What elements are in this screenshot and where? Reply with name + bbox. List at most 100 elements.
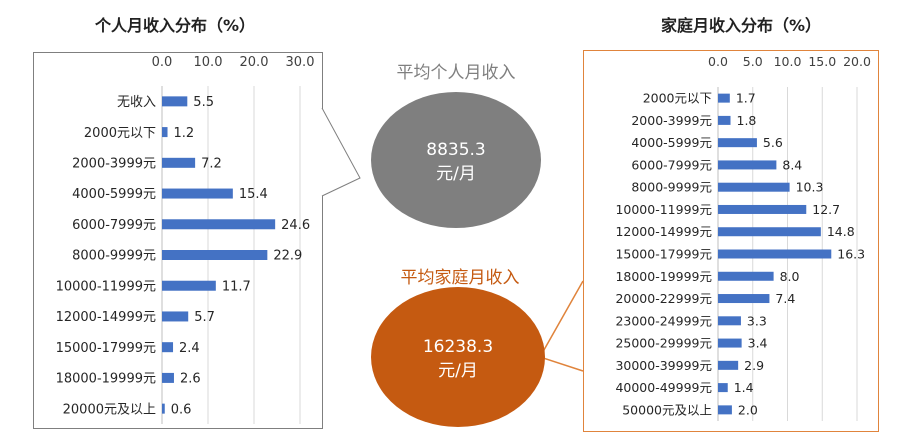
family-average-value: 16238.3: [422, 337, 494, 357]
personal-bar: [162, 280, 216, 291]
personal-value-label: 22.9: [273, 249, 302, 264]
personal-tick-label: 0.0: [152, 55, 173, 70]
personal-category-label: 2000元以下: [84, 126, 156, 141]
personal-bar: [162, 403, 165, 414]
family-value-label: 8.4: [782, 157, 802, 172]
family-category-label: 15000-17999元: [615, 247, 712, 262]
personal-category-label: 15000-17999元: [56, 341, 156, 356]
personal-income-chart-panel: [33, 52, 323, 429]
family-category-label: 20000-22999元: [615, 291, 712, 306]
family-category-label: 50000元及以上: [622, 402, 712, 417]
family-value-label: 7.4: [775, 291, 795, 306]
personal-tick-label: 10.0: [194, 55, 223, 70]
personal-bar: [162, 372, 174, 383]
family-category-label: 4000-5999元: [631, 135, 712, 150]
family-bar: [718, 182, 790, 192]
family-category-label: 8000-9999元: [631, 180, 712, 195]
personal-value-label: 15.4: [239, 187, 268, 202]
family-bar: [718, 227, 821, 237]
family-average-unit: 元/月: [438, 361, 478, 381]
family-value-label: 8.0: [780, 269, 800, 284]
family-bar: [718, 271, 774, 281]
personal-tick-label: 30.0: [286, 55, 315, 70]
family-tick-label: 10.0: [774, 54, 802, 69]
family-category-label: 25000-29999元: [615, 336, 712, 351]
personal-bar: [162, 219, 276, 230]
family-category-label: 2000-3999元: [631, 113, 712, 128]
family-category-label: 40000-49999元: [615, 380, 712, 395]
personal-value-label: 5.7: [194, 310, 215, 325]
family-value-label: 3.4: [748, 336, 768, 351]
personal-category-label: 20000元及以上: [63, 402, 156, 417]
family-bar: [718, 204, 807, 214]
personal-value-label: 0.6: [171, 402, 192, 417]
personal-average-unit: 元/月: [436, 164, 476, 184]
personal-value-label: 7.2: [201, 156, 222, 171]
family-bar: [718, 338, 742, 348]
family-callout-pointer: [538, 280, 584, 372]
family-category-label: 12000-14999元: [615, 224, 712, 239]
personal-category-label: 8000-9999元: [72, 249, 156, 264]
personal-tick-label: 20.0: [240, 55, 269, 70]
family-category-label: 18000-19999元: [615, 269, 712, 284]
family-average-bubble: [371, 287, 545, 427]
personal-bar: [162, 311, 189, 322]
personal-value-label: 2.6: [180, 372, 201, 387]
family-tick-label: 5.0: [743, 54, 763, 69]
family-value-label: 12.7: [812, 202, 840, 217]
family-value-label: 2.0: [738, 402, 758, 417]
family-bar: [718, 383, 728, 393]
personal-bar: [162, 250, 268, 260]
personal-value-label: 24.6: [281, 218, 310, 233]
family-value-label: 3.3: [747, 313, 767, 328]
personal-category-label: 18000-19999元: [56, 372, 156, 387]
family-category-label: 6000-7999元: [631, 157, 712, 172]
personal-category-label: 无收入: [117, 95, 156, 110]
right-chart-title: 家庭月收入分布（%）: [661, 16, 822, 35]
personal-bar: [162, 96, 188, 107]
family-category-label: 10000-11999元: [615, 202, 712, 217]
personal-bar: [162, 157, 196, 168]
family-category-label: 2000元以下: [643, 91, 712, 106]
family-value-label: 1.7: [736, 91, 756, 106]
personal-average-label: 平均个人月收入: [396, 63, 516, 83]
personal-value-label: 5.5: [193, 95, 214, 110]
personal-average-text: 8835.3 元/月: [396, 138, 516, 186]
family-tick-label: 15.0: [808, 54, 836, 69]
family-bar: [718, 316, 741, 326]
family-value-label: 16.3: [837, 247, 865, 262]
personal-category-label: 12000-14999元: [56, 310, 156, 325]
family-tick-label: 20.0: [843, 54, 871, 69]
family-tick-label: 0.0: [708, 54, 728, 69]
personal-category-label: 4000-5999元: [72, 187, 156, 202]
family-average-label: 平均家庭月收入: [400, 268, 520, 288]
personal-average-bubble: [371, 92, 541, 228]
family-bar: [718, 160, 777, 170]
personal-value-label: 11.7: [222, 279, 251, 294]
family-bar: [718, 360, 739, 370]
personal-value-label: 2.4: [179, 341, 200, 356]
family-value-label: 1.4: [734, 380, 754, 395]
family-bar: [718, 249, 832, 259]
personal-bar: [162, 127, 168, 138]
family-value-label: 5.6: [763, 135, 783, 150]
family-value-label: 14.8: [827, 224, 855, 239]
family-bar: [718, 93, 730, 103]
personal-category-label: 6000-7999元: [72, 218, 156, 233]
family-bar: [718, 294, 770, 304]
personal-average-value: 8835.3: [426, 140, 486, 160]
left-chart-title: 个人月收入分布（%）: [95, 16, 256, 35]
family-value-label: 2.9: [744, 358, 764, 373]
personal-value-label: 1.2: [174, 126, 195, 141]
family-value-label: 1.8: [737, 113, 757, 128]
personal-bar: [162, 342, 174, 353]
personal-category-label: 2000-3999元: [72, 156, 156, 171]
family-bar: [718, 115, 731, 125]
family-bar: [718, 405, 732, 415]
personal-category-label: 10000-11999元: [56, 279, 156, 294]
family-category-label: 23000-24999元: [615, 313, 712, 328]
family-value-label: 10.3: [796, 180, 824, 195]
